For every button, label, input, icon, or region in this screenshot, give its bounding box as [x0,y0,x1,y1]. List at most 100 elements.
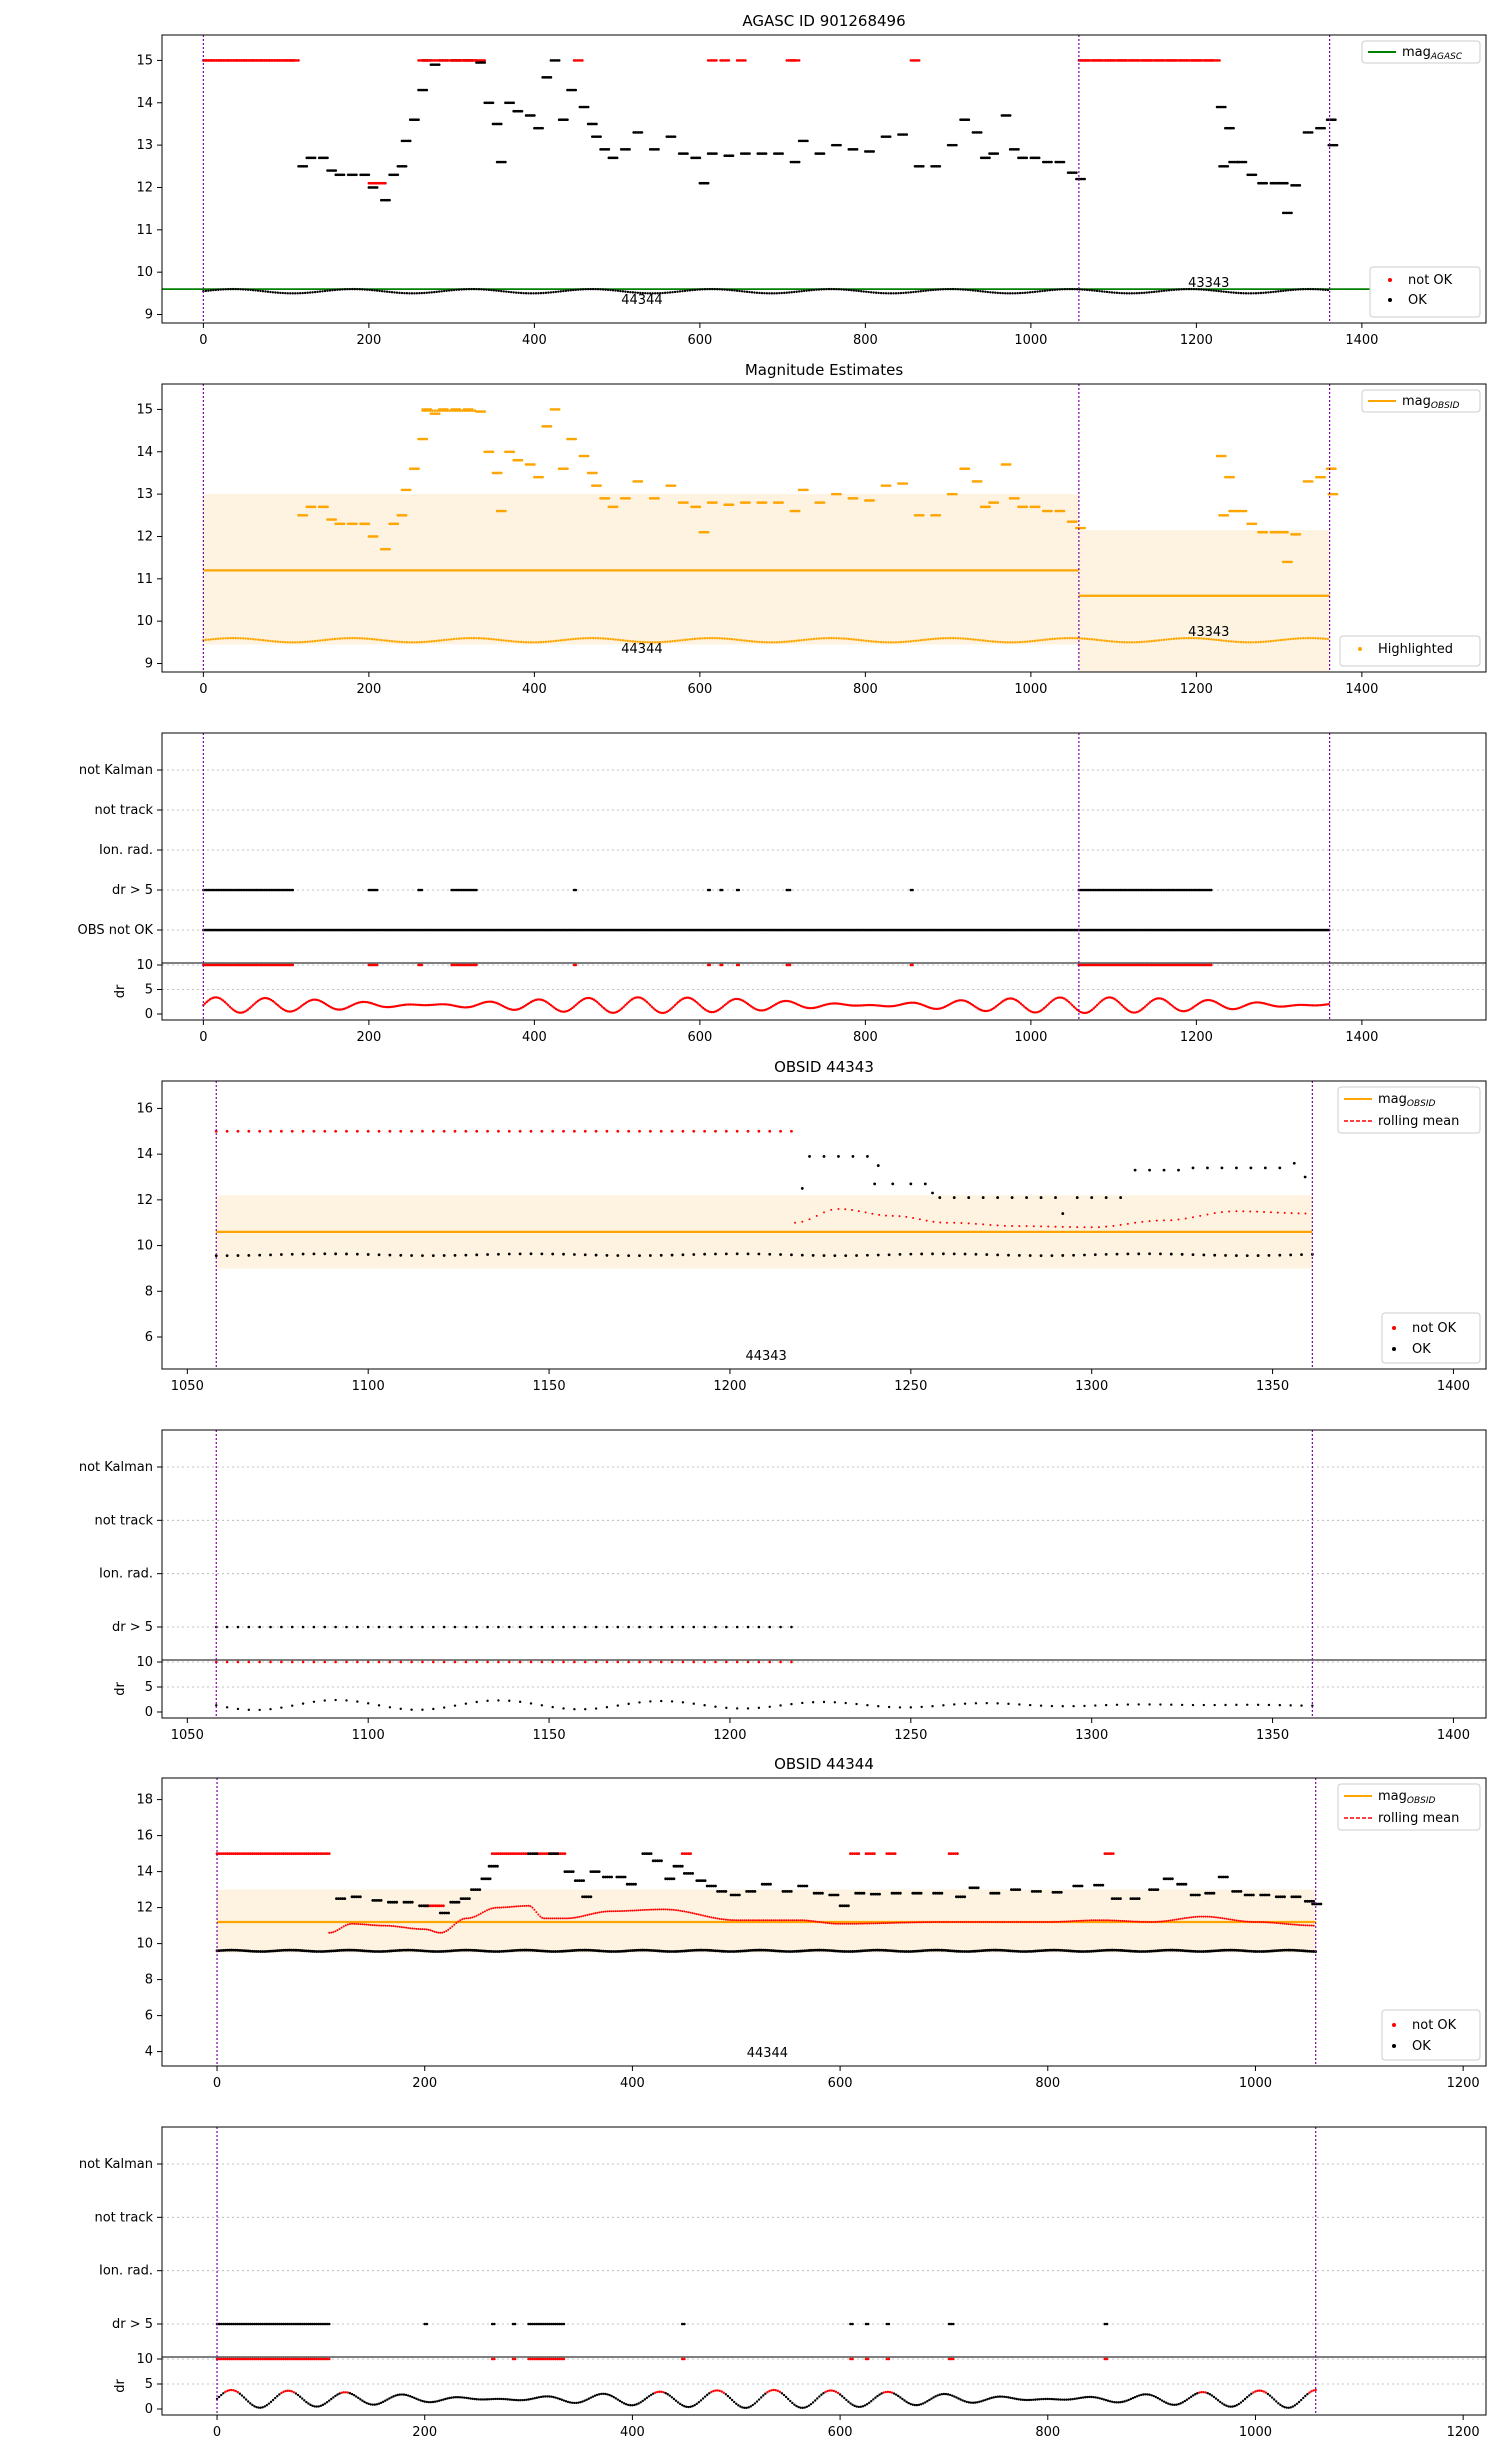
data-point [451,409,454,412]
data-point [755,640,759,643]
data-point [505,639,508,642]
data-point [574,637,577,641]
data-point [725,288,729,291]
data-point [1023,1005,1026,1008]
data-point [795,290,798,293]
data-point [366,288,369,291]
data-point [1068,1226,1071,1229]
data-point [508,1699,511,1702]
data-point [681,1129,685,1133]
data-point [1206,1213,1209,1216]
data-point [1269,639,1273,643]
data-point [1290,560,1293,564]
data-point [549,291,553,294]
data-point [924,638,927,641]
data-point [236,1660,240,1664]
data-point [911,888,914,892]
data-point [450,289,453,292]
data-point [1195,288,1198,291]
data-point [599,288,602,291]
data-point [355,522,358,526]
data-point [557,59,561,62]
data-point [227,287,230,291]
data-point [967,467,971,471]
data-point [778,291,781,295]
data-point [938,513,942,517]
data-point [790,1625,793,1629]
data-point [453,1129,457,1133]
data-point [533,114,536,117]
data-point [1294,637,1297,640]
data-point [830,636,833,640]
data-point [227,1003,230,1007]
data-point [985,1253,989,1256]
data-point [1016,292,1019,295]
axes-frame [161,383,1487,673]
data-point [231,287,235,291]
data-point [668,291,672,294]
x-tick-label: 800 [853,1030,878,1045]
data-point [1167,1001,1170,1004]
data-point [311,640,314,643]
data-point [301,1625,305,1629]
data-point [696,637,699,640]
data-point [1004,292,1007,295]
data-point [785,640,788,643]
data-point [271,291,275,294]
data-point [641,640,644,644]
data-point [770,292,774,295]
data-point [471,409,474,412]
data-point [639,640,642,644]
data-point [927,638,930,641]
data-point [844,1254,848,1258]
data-point [905,482,909,485]
category-label: Ion. rad. [99,843,153,858]
x-tick-label: 200 [356,333,381,348]
x-tick-label: 0 [199,1030,207,1045]
data-point [609,637,612,641]
data-point [860,290,863,293]
data-point [1093,638,1096,641]
data-point [614,638,617,641]
data-point [1157,639,1161,642]
data-point [1008,641,1012,644]
data-point [408,488,412,492]
data-point [1061,1705,1064,1708]
data-point [979,480,983,483]
data-point [1074,1007,1077,1010]
data-point [421,1660,424,1664]
y-tick-label: 11 [136,572,153,587]
y-tick-label: 16 [136,1101,153,1116]
data-point [497,1625,500,1629]
data-point [475,287,478,291]
data-point [541,126,544,130]
data-point [518,1625,522,1629]
data-point [764,501,768,504]
data-point [620,1007,624,1010]
data-point [661,640,664,644]
data-point [605,1625,609,1629]
data-point [1249,641,1253,644]
data-point [1066,287,1069,291]
data-point [1296,637,1300,640]
data-point [1306,636,1310,640]
data-point [502,290,505,293]
data-point [686,638,689,641]
data-point [670,1253,674,1257]
data-point [1286,181,1289,185]
data-point [974,289,977,292]
data-point [549,425,553,428]
data-point [1107,996,1110,999]
data-point [410,641,414,644]
data-point [433,639,436,643]
data-point [871,1212,874,1215]
data-point [1148,640,1151,643]
data-point [486,1625,489,1629]
data-point [383,639,386,642]
data-point [1213,1212,1216,1215]
x-tick-label: 400 [522,682,547,697]
data-point [918,1218,921,1221]
data-point [529,1252,533,1256]
data-point [720,1006,723,1010]
data-point [499,122,503,126]
